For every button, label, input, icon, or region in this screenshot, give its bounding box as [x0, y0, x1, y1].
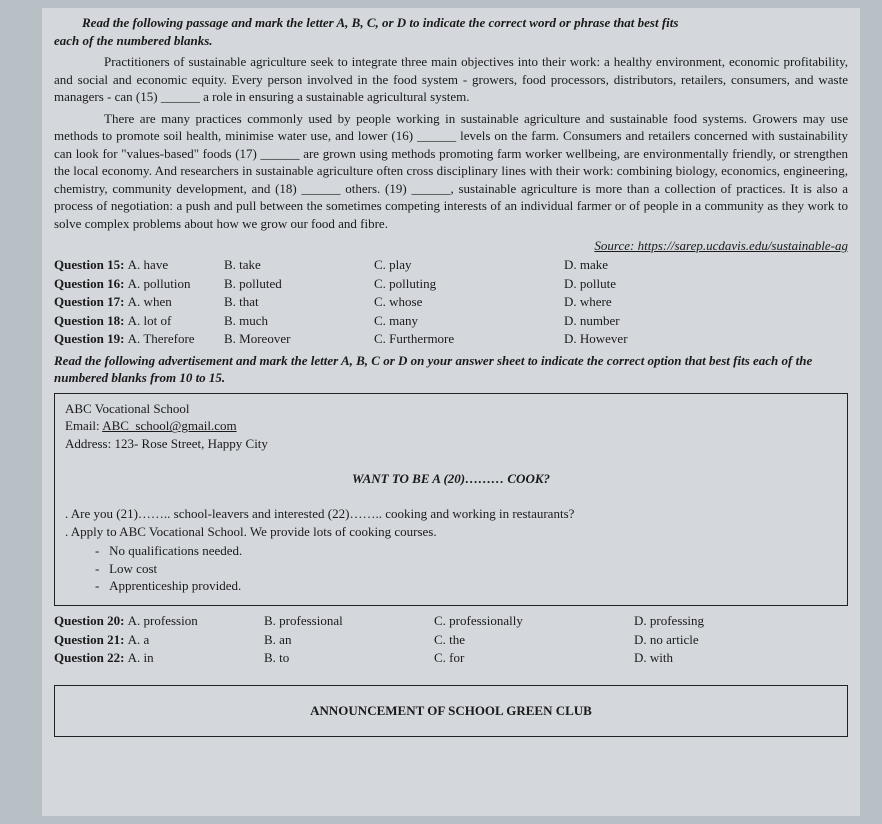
- q18-c: C. many: [374, 312, 564, 330]
- email-line: Email: ABC_school@gmail.com: [65, 417, 837, 435]
- q17-c: C. whose: [374, 293, 564, 311]
- advertisement-box: ABC Vocational School Email: ABC_school@…: [54, 393, 848, 606]
- q21-d: D. no article: [634, 631, 848, 649]
- ad-line-1: . Are you (21)…….. school-leavers and in…: [65, 505, 837, 523]
- q19-c: C. Furthermore: [374, 330, 564, 348]
- q17-b: B. that: [224, 293, 374, 311]
- question-17-row: Question 17: A. when B. that C. whose D.…: [54, 293, 848, 311]
- announcement-box: ANNOUNCEMENT OF SCHOOL GREEN CLUB: [54, 685, 848, 737]
- q19-label: Question 19: A. Therefore: [54, 330, 224, 348]
- email-label: Email:: [65, 418, 102, 433]
- question-18-row: Question 18: A. lot of B. much C. many D…: [54, 312, 848, 330]
- question-19-row: Question 19: A. Therefore B. Moreover C.…: [54, 330, 848, 348]
- para2-text: There are many practices commonly used b…: [54, 110, 848, 233]
- q20-d: D. professing: [634, 612, 848, 630]
- source-link: Source: https://sarep.ucdavis.edu/sustai…: [54, 237, 848, 255]
- question-20-row: Question 20: A. profession B. profession…: [54, 612, 848, 630]
- q20-b: B. professional: [264, 612, 434, 630]
- q18-b: B. much: [224, 312, 374, 330]
- q19-d: D. However: [564, 330, 848, 348]
- instruction-1-line1: Read the following passage and mark the …: [54, 14, 848, 32]
- question-21-row: Question 21: A. a B. an C. the D. no art…: [54, 631, 848, 649]
- school-name: ABC Vocational School: [65, 400, 837, 418]
- bullet-2: Low cost: [95, 560, 837, 578]
- q22-b: B. to: [264, 649, 434, 667]
- q15-c: C. play: [374, 256, 564, 274]
- q16-b: B. polluted: [224, 275, 374, 293]
- q16-c: C. polluting: [374, 275, 564, 293]
- q15-d: D. make: [564, 256, 848, 274]
- q17-label: Question 17: A. when: [54, 293, 224, 311]
- q15-label: Question 15: A. have: [54, 256, 224, 274]
- passage-paragraph-1: Practitioners of sustainable agriculture…: [54, 53, 848, 106]
- q22-label: Question 22: A. in: [54, 649, 264, 667]
- document-page: Read the following passage and mark the …: [42, 8, 860, 816]
- bullet-1: No qualifications needed.: [95, 542, 837, 560]
- q22-c: C. for: [434, 649, 634, 667]
- q18-label: Question 18: A. lot of: [54, 312, 224, 330]
- source-text: Source: https://sarep.ucdavis.edu/sustai…: [594, 238, 848, 253]
- bullet-3: Apprenticeship provided.: [95, 577, 837, 595]
- q20-label: Question 20: A. profession: [54, 612, 264, 630]
- ad-line-2: . Apply to ABC Vocational School. We pro…: [65, 523, 837, 541]
- q16-d: D. pollute: [564, 275, 848, 293]
- q19-b: B. Moreover: [224, 330, 374, 348]
- instruction-2: Read the following advertisement and mar…: [54, 352, 848, 387]
- question-22-row: Question 22: A. in B. to C. for D. with: [54, 649, 848, 667]
- announcement-title: ANNOUNCEMENT OF SCHOOL GREEN CLUB: [65, 692, 837, 730]
- want-dots: ………: [465, 471, 507, 486]
- q21-c: C. the: [434, 631, 634, 649]
- bullet-list: No qualifications needed. Low cost Appre…: [65, 542, 837, 595]
- question-16-row: Question 16: A. pollution B. polluted C.…: [54, 275, 848, 293]
- q21-b: B. an: [264, 631, 434, 649]
- q22-d: D. with: [634, 649, 848, 667]
- q21-label: Question 21: A. a: [54, 631, 264, 649]
- q18-d: D. number: [564, 312, 848, 330]
- instruction-1-line2: each of the numbered blanks.: [54, 32, 848, 50]
- email-value: ABC_school@gmail.com: [102, 418, 236, 433]
- address-line: Address: 123- Rose Street, Happy City: [65, 435, 837, 453]
- want-suffix: COOK?: [507, 471, 550, 486]
- question-15-row: Question 15: A. have B. take C. play D. …: [54, 256, 848, 274]
- q20-c: C. professionally: [434, 612, 634, 630]
- passage-paragraph-2: There are many practices commonly used b…: [54, 110, 848, 233]
- want-line: WANT TO BE A (20)……… COOK?: [65, 470, 837, 488]
- q16-label: Question 16: A. pollution: [54, 275, 224, 293]
- instruction-1: Read the following passage and mark the …: [54, 14, 848, 49]
- want-prefix: WANT TO BE A (20): [352, 471, 465, 486]
- q15-b: B. take: [224, 256, 374, 274]
- para1-text: Practitioners of sustainable agriculture…: [54, 53, 848, 106]
- q17-d: D. where: [564, 293, 848, 311]
